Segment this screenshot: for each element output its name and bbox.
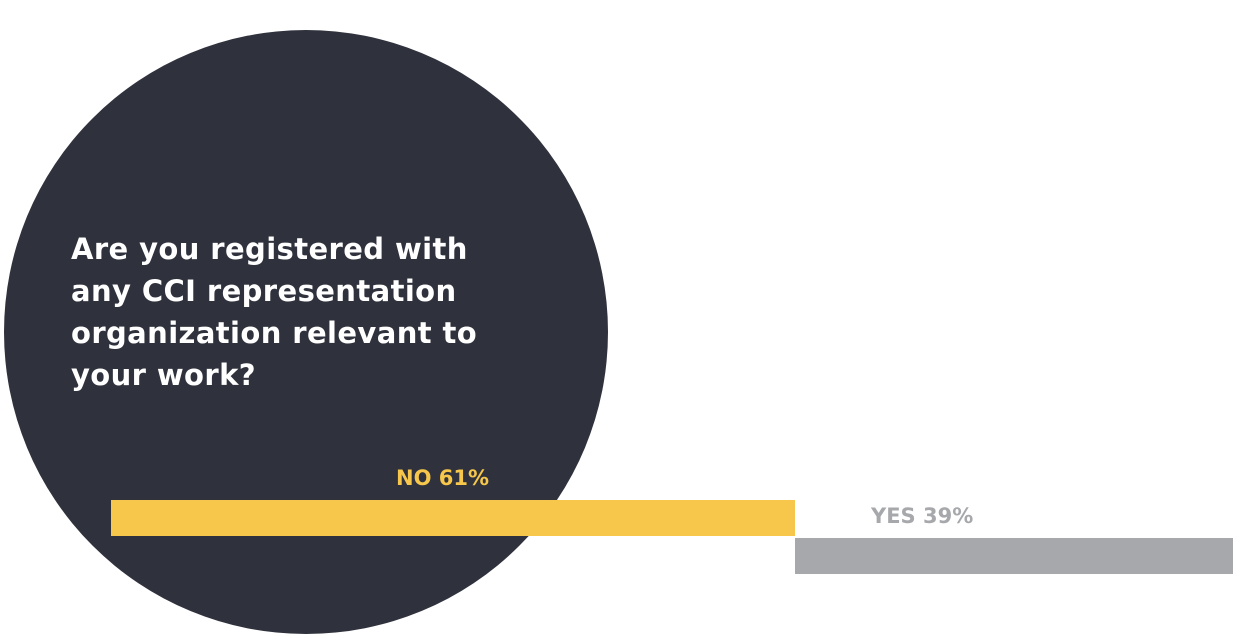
bar-label-yes: YES 39% xyxy=(871,504,974,528)
question-line-3: organization relevant to xyxy=(71,316,478,350)
question-line-1: Are you registered with xyxy=(71,232,468,266)
bar-label-no: NO 61% xyxy=(396,466,490,490)
survey-question: Are you registered with any CCI represen… xyxy=(71,228,541,396)
question-line-4: your work? xyxy=(71,358,256,392)
question-line-2: any CCI representation xyxy=(71,274,457,308)
bar-yes xyxy=(795,538,1233,574)
bar-no xyxy=(111,500,795,536)
